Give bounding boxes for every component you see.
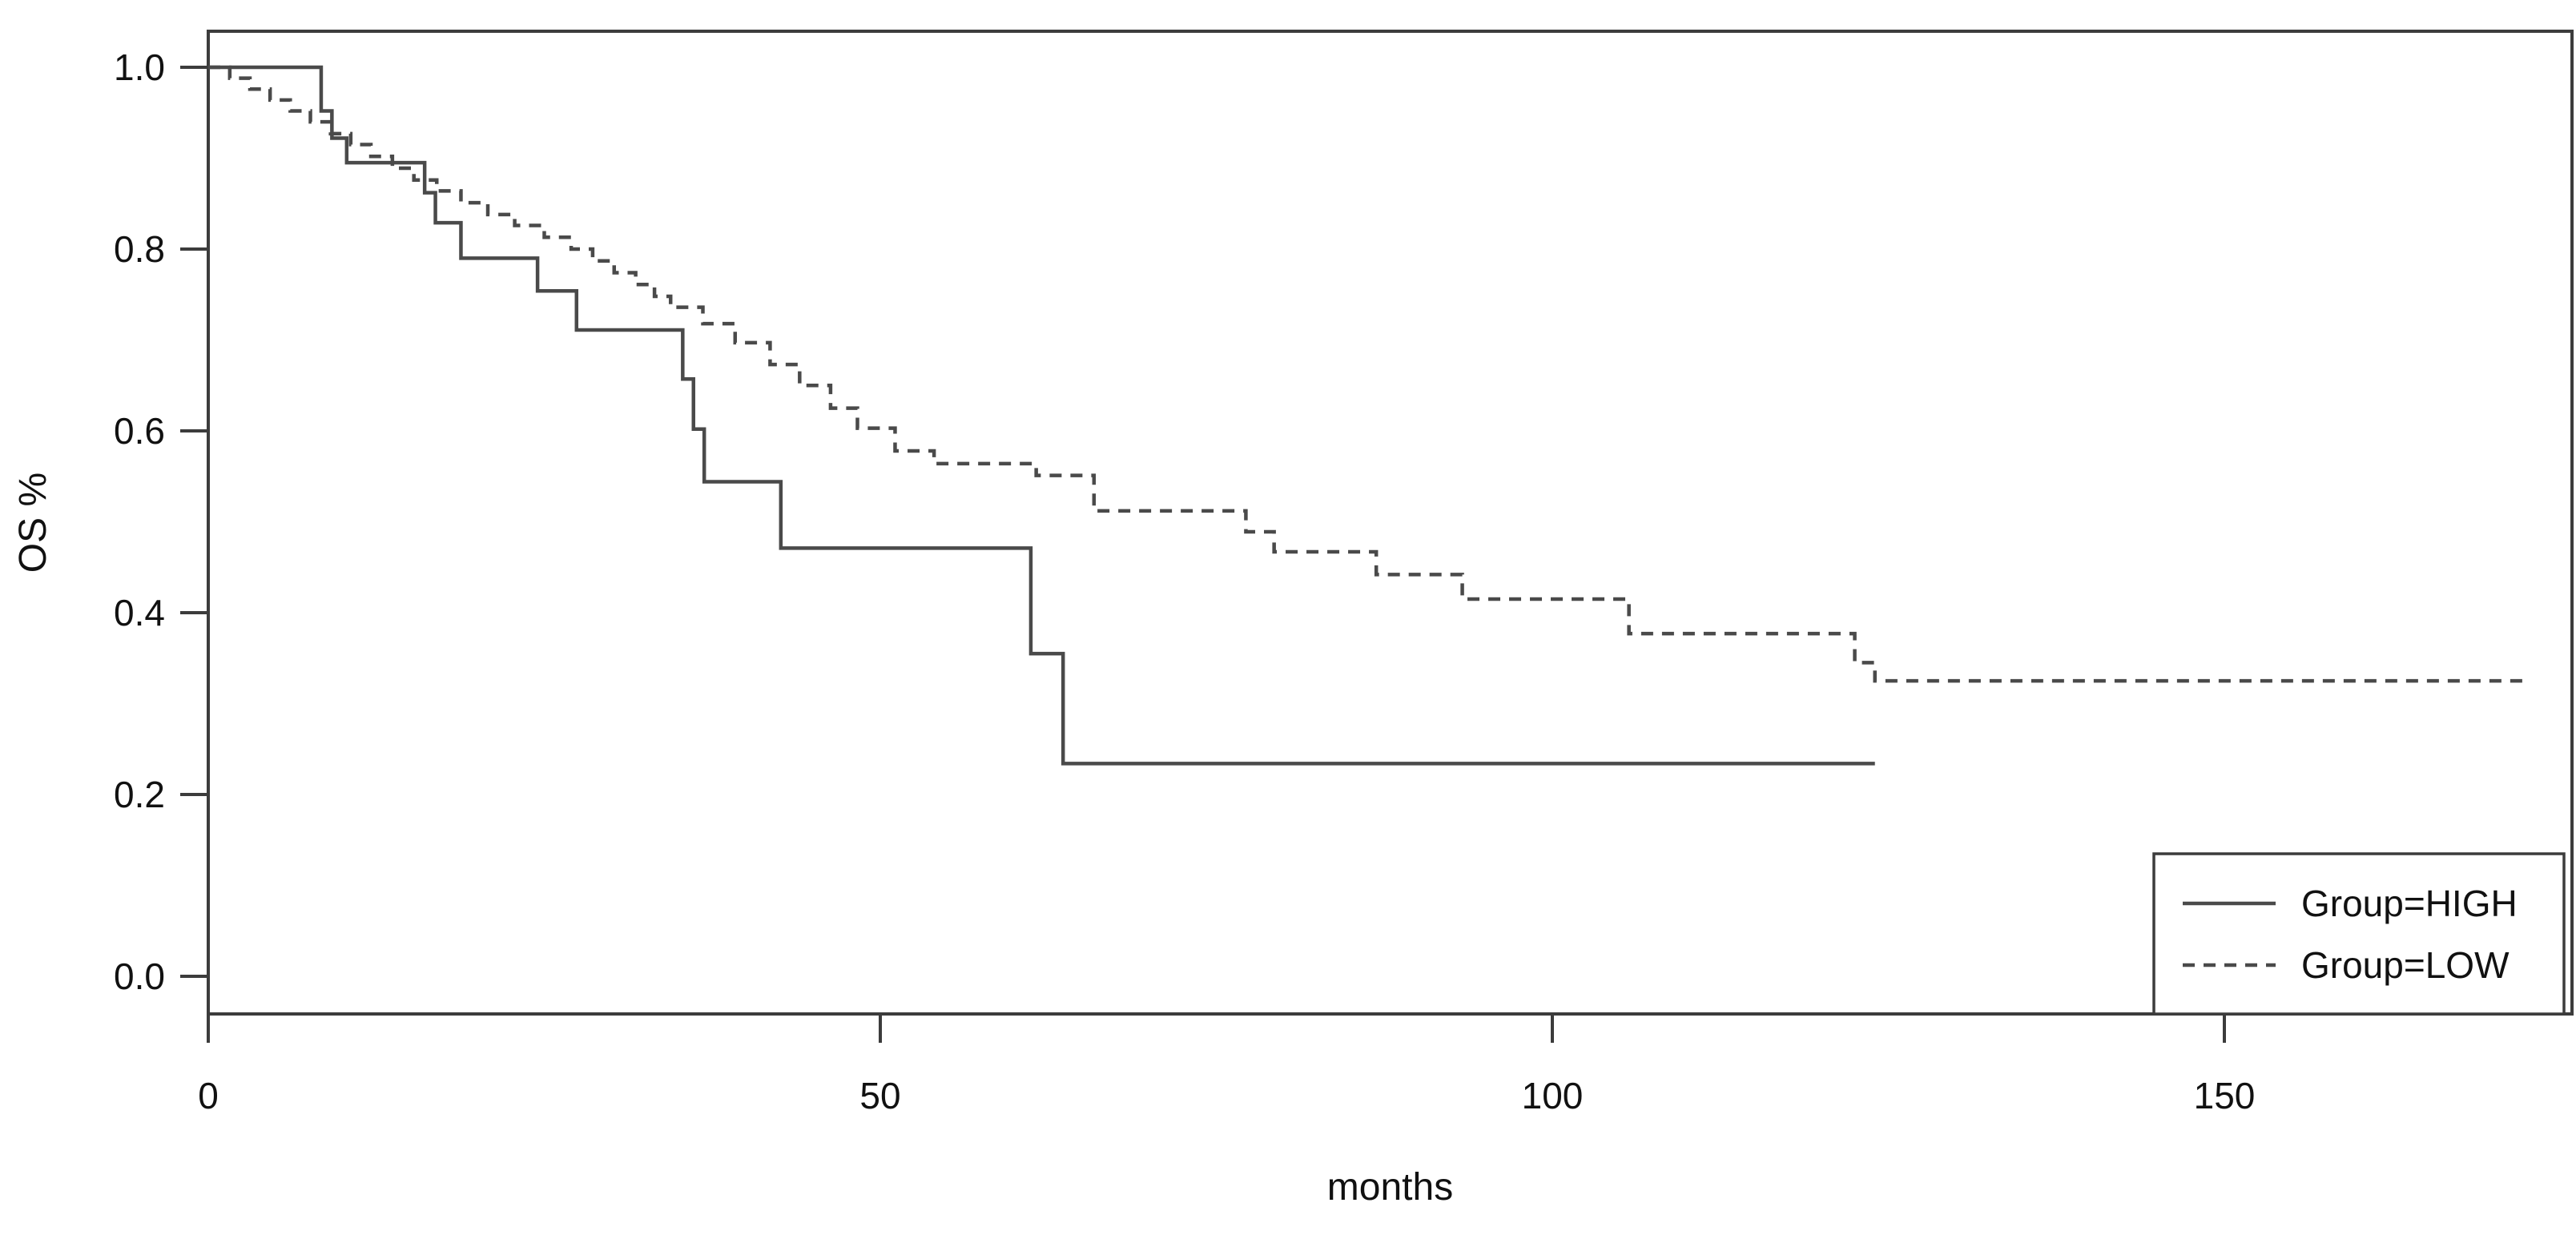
x-axis-title: months bbox=[1327, 1166, 1453, 1209]
y-axis-tick-label: 0.2 bbox=[114, 774, 165, 815]
x-axis-tick-label: 0 bbox=[198, 1075, 219, 1116]
y-axis-tick-label: 0.6 bbox=[114, 410, 165, 452]
x-axis-tick-label: 50 bbox=[859, 1075, 900, 1116]
y-axis-tick-label: 0.8 bbox=[114, 228, 165, 270]
series-line-group-low bbox=[208, 65, 2526, 683]
legend-label: Group=HIGH bbox=[2301, 883, 2518, 924]
series-line-group-high bbox=[208, 65, 1875, 766]
plot-box bbox=[207, 30, 2574, 1016]
legend-box bbox=[2152, 852, 2566, 1016]
y-axis-tick-label: 1.0 bbox=[114, 46, 165, 88]
y-axis-title: OS % bbox=[12, 473, 54, 573]
y-axis-tick-label: 0.0 bbox=[114, 955, 165, 997]
x-axis-tick-label: 100 bbox=[1522, 1075, 1584, 1116]
x-axis-tick-label: 150 bbox=[2194, 1075, 2256, 1116]
legend-label: Group=LOW bbox=[2301, 944, 2510, 986]
y-axis-tick-label: 0.4 bbox=[114, 592, 165, 634]
